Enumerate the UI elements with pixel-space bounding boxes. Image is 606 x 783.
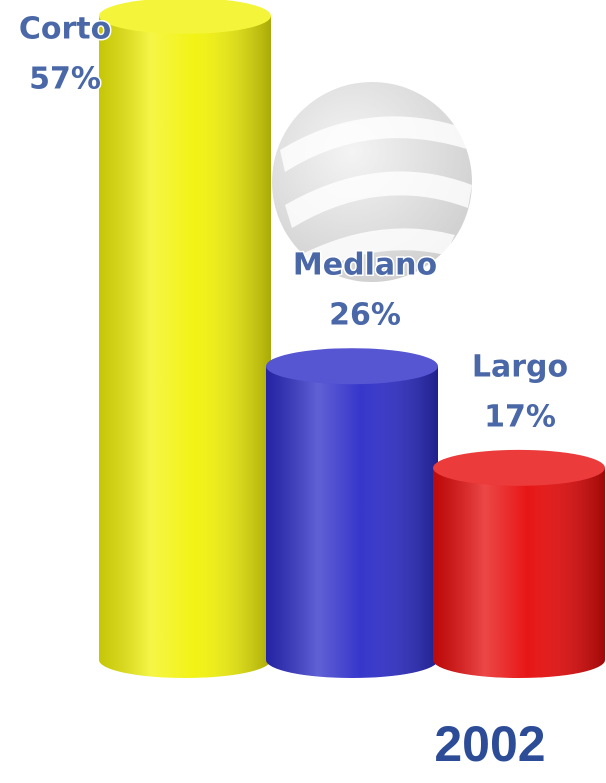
cylinder-top-shade	[266, 348, 438, 384]
cylinder-shade	[433, 468, 605, 678]
cylinder-top-shade	[433, 450, 605, 486]
category-label: Largo	[472, 349, 568, 384]
chart: Corto 57% Medlano 26% Largo 17% 2002	[0, 0, 606, 783]
cylinder-shade	[99, 16, 271, 678]
chart-title: 2002	[434, 716, 545, 772]
category-label: Medlano	[293, 248, 437, 283]
plot-area: Corto 57% Medlano 26% Largo 17%	[19, 0, 605, 678]
category-label: Corto	[19, 12, 111, 47]
value-label: 26%	[329, 298, 401, 333]
page: {"chart_data": {"type": "bar", "title": …	[0, 0, 606, 783]
value-label: 57%	[29, 62, 101, 97]
cylinder-shade	[266, 366, 438, 678]
value-label: 17%	[484, 399, 556, 434]
